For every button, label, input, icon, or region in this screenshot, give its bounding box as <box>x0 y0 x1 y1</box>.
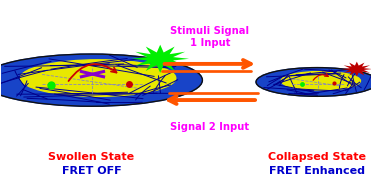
Polygon shape <box>342 62 372 76</box>
Text: FRET Enhanced: FRET Enhanced <box>269 166 365 176</box>
Text: Signal 2 Input: Signal 2 Input <box>170 122 249 132</box>
Text: FRET OFF: FRET OFF <box>62 166 121 176</box>
Ellipse shape <box>20 60 176 96</box>
Ellipse shape <box>281 72 361 90</box>
FancyArrowPatch shape <box>68 64 116 81</box>
Polygon shape <box>131 45 189 73</box>
FancyArrowPatch shape <box>313 73 328 80</box>
Text: Collapsed State: Collapsed State <box>268 152 366 162</box>
Text: Stimuli Signal
1 Input: Stimuli Signal 1 Input <box>170 26 249 48</box>
Text: Swollen State: Swollen State <box>48 152 135 162</box>
Ellipse shape <box>256 68 378 96</box>
Ellipse shape <box>0 54 202 106</box>
